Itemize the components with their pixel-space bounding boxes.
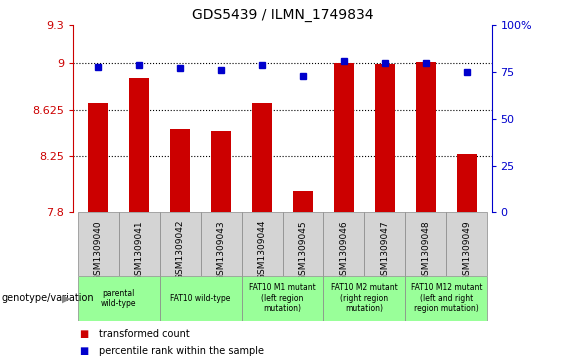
Bar <box>119 212 159 276</box>
Text: ■: ■ <box>79 346 88 356</box>
Bar <box>77 212 119 276</box>
Title: GDS5439 / ILMN_1749834: GDS5439 / ILMN_1749834 <box>192 8 373 22</box>
Bar <box>364 212 406 276</box>
Bar <box>129 78 149 212</box>
Bar <box>324 212 364 276</box>
Text: GSM1309044: GSM1309044 <box>258 220 267 281</box>
Bar <box>406 212 446 276</box>
Text: ▶: ▶ <box>62 293 71 303</box>
Bar <box>375 64 396 212</box>
Text: GSM1309045: GSM1309045 <box>298 220 307 281</box>
Bar <box>416 62 436 212</box>
Text: GSM1309047: GSM1309047 <box>380 220 389 281</box>
Text: GSM1309041: GSM1309041 <box>134 220 144 281</box>
Bar <box>88 103 108 212</box>
Bar <box>241 276 324 321</box>
Text: ■: ■ <box>79 329 88 339</box>
Text: GSM1309043: GSM1309043 <box>216 220 225 281</box>
Bar <box>170 129 190 212</box>
Bar <box>201 212 241 276</box>
Bar <box>77 276 159 321</box>
Text: FAT10 wild-type: FAT10 wild-type <box>170 294 231 303</box>
Bar <box>446 212 488 276</box>
Bar <box>293 191 313 212</box>
Bar <box>406 276 488 321</box>
Text: GSM1309042: GSM1309042 <box>176 220 185 281</box>
Bar <box>334 63 354 212</box>
Bar <box>324 276 406 321</box>
Text: percentile rank within the sample: percentile rank within the sample <box>99 346 264 356</box>
Bar <box>159 212 201 276</box>
Text: GSM1309048: GSM1309048 <box>421 220 431 281</box>
Text: GSM1309049: GSM1309049 <box>463 220 471 281</box>
Text: GSM1309046: GSM1309046 <box>340 220 349 281</box>
Text: parental
wild-type: parental wild-type <box>101 289 136 308</box>
Text: FAT10 M1 mutant
(left region
mutation): FAT10 M1 mutant (left region mutation) <box>249 284 316 313</box>
Bar <box>252 103 272 212</box>
Text: genotype/variation: genotype/variation <box>1 293 94 303</box>
Text: FAT10 M2 mutant
(right region
mutation): FAT10 M2 mutant (right region mutation) <box>331 284 398 313</box>
Bar <box>159 276 241 321</box>
Bar <box>241 212 282 276</box>
Text: transformed count: transformed count <box>99 329 190 339</box>
Bar <box>457 154 477 212</box>
Text: FAT10 M12 mutant
(left and right
region mutation): FAT10 M12 mutant (left and right region … <box>411 284 482 313</box>
Bar <box>282 212 324 276</box>
Text: GSM1309040: GSM1309040 <box>94 220 102 281</box>
Bar <box>211 131 231 212</box>
